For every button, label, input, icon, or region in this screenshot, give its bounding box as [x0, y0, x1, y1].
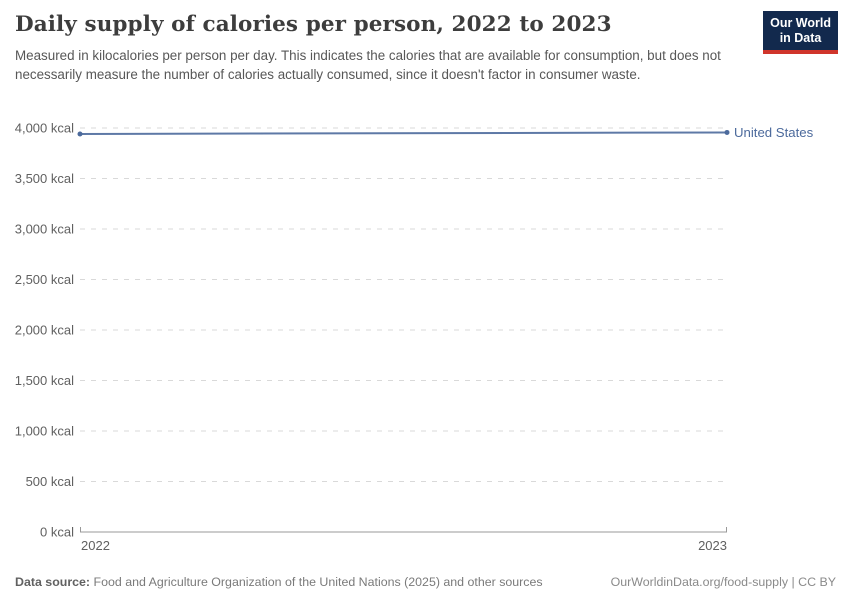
y-tick-label: 1,000 kcal: [15, 424, 74, 439]
data-source-note: Data source: Food and Agriculture Organi…: [15, 575, 543, 589]
footer-url[interactable]: OurWorldinData.org/food-supply | CC BY: [610, 575, 836, 589]
series-start-dot: [77, 131, 83, 137]
y-tick-label: 4,000 kcal: [15, 121, 74, 136]
y-tick-label: 3,500 kcal: [15, 171, 74, 186]
owid-logo-line1: Our World: [770, 16, 831, 30]
data-source-text: Food and Agriculture Organization of the…: [90, 575, 543, 589]
data-source-label: Data source:: [15, 575, 91, 589]
y-tick-label: 2,500 kcal: [15, 272, 74, 287]
owid-logo-line2: in Data: [779, 31, 822, 45]
y-tick-label: 2,000 kcal: [15, 323, 74, 338]
y-tick-label: 1,500 kcal: [15, 373, 74, 388]
chart-subtitle: Measured in kilocalories per person per …: [15, 47, 721, 82]
chart-title: Daily supply of calories per person, 202…: [15, 12, 612, 37]
y-tick-label: 3,000 kcal: [15, 222, 74, 237]
x-tick-label-start: 2022: [81, 538, 110, 553]
y-tick-label: 500 kcal: [26, 474, 75, 489]
chart-footer: Data source: Food and Agriculture Organi…: [15, 575, 836, 589]
y-tick-label: 0 kcal: [40, 525, 74, 540]
series-entity-label[interactable]: United States: [734, 125, 814, 140]
series-end-dot: [724, 129, 730, 135]
series-line: [79, 131, 728, 135]
owid-logo[interactable]: Our World in Data: [763, 11, 838, 54]
chart-header: Daily supply of calories per person, 202…: [15, 12, 755, 84]
x-tick-label-end: 2023: [698, 538, 727, 553]
